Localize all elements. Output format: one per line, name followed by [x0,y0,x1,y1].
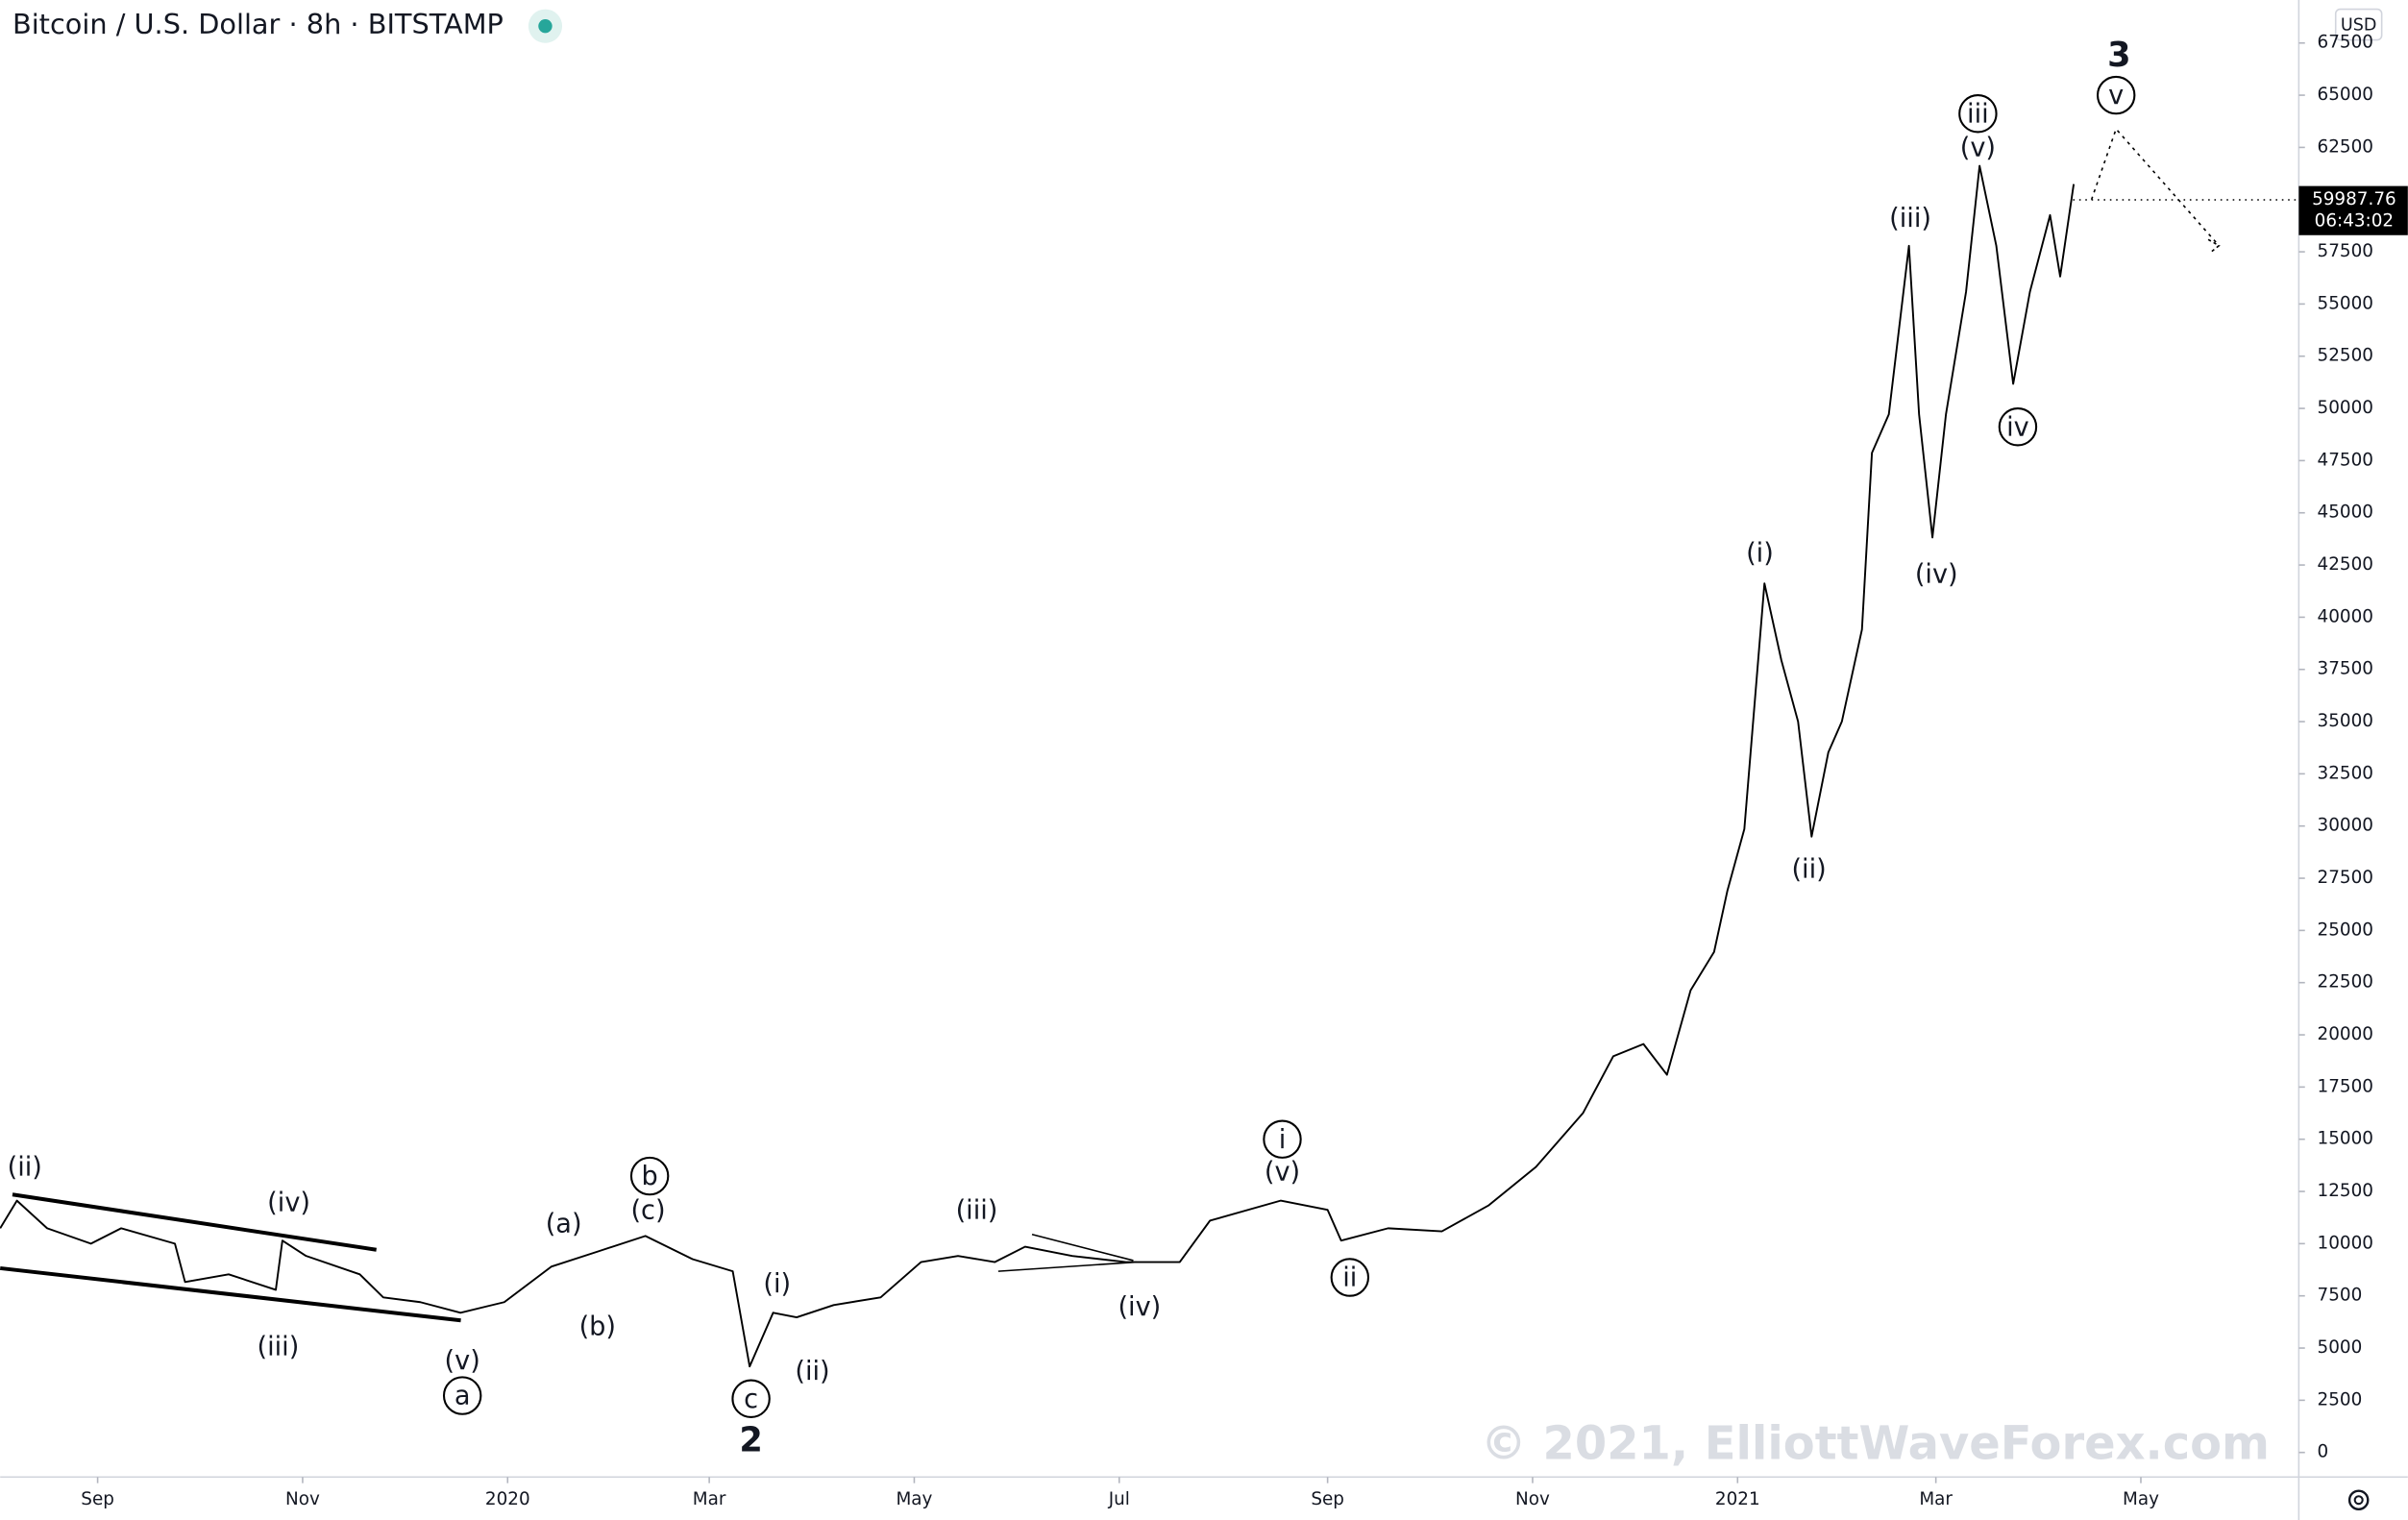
wave-circle [1958,94,1998,134]
wave-circle [731,1379,771,1418]
wave-label: (b) [579,1312,616,1342]
channel-lower [0,1265,461,1323]
wave-label: 3 [2107,36,2130,75]
gear-ring [2347,1489,2370,1511]
y-tick-label: 67500 [2318,33,2373,53]
wave-label: iv [2006,412,2029,442]
y-tick-label: 25000 [2318,919,2373,940]
y-tick-label: 62500 [2318,136,2373,157]
last-price-box [2298,185,2408,235]
x-tick-label: 2021 [1715,1489,1760,1509]
projection [2090,127,2220,247]
y-tick-label: 2500 [2318,1389,2363,1410]
currency-button[interactable] [2334,8,2383,41]
triangle-lower [997,1261,1137,1272]
x-tick-label: Mar [1919,1489,1953,1509]
wave-label: (a) [546,1210,582,1239]
y-tick-label: 32500 [2318,763,2373,783]
y-tick-label: 17500 [2318,1076,2373,1096]
x-tick-label: Sep [81,1489,114,1509]
wave-label: c [744,1385,758,1414]
x-tick-label: Nov [1515,1489,1550,1509]
last-price-label: 59987.76 [2312,189,2396,209]
wave-label: (v) [1960,134,1996,163]
wave-label: iii [1967,99,1989,129]
wave-label: (v) [445,1346,480,1376]
price-line [0,164,2076,1368]
wave-circle [442,1376,482,1415]
y-tick-label: 65000 [2318,85,2373,105]
x-tick-label: May [2123,1489,2159,1509]
wave-label: (i) [1746,538,1774,568]
y-tick-label: 55000 [2318,293,2373,313]
projection-arrow [2207,238,2221,253]
y-tick-label: 0 [2318,1442,2329,1462]
y-tick-label: 27500 [2318,868,2373,888]
wave-label: (iv) [1915,560,1958,590]
y-tick-label: 42500 [2318,554,2373,575]
wave-label: (iii) [956,1195,998,1225]
x-tick-label: Jul [1108,1489,1130,1509]
wave-label: ii [1342,1263,1357,1293]
y-tick-label: 30000 [2318,816,2373,836]
y-tick-label: 45000 [2318,503,2373,523]
wave-label: (v) [1265,1157,1300,1187]
x-tick-label: 2020 [485,1489,530,1509]
wave-label: (iii) [258,1333,300,1362]
y-tick-label: 20000 [2318,1024,2373,1044]
x-tick-label: Sep [1311,1489,1344,1509]
wave-label: (ii) [1791,855,1826,885]
x-tick-label: May [896,1489,932,1509]
wave-label: i [1279,1125,1287,1155]
y-tick-label: 37500 [2318,659,2373,679]
y-tick-label: 22500 [2318,972,2373,993]
y-tick-label: 10000 [2318,1233,2373,1253]
wave-circle [1998,407,2038,447]
wave-label: (iv) [1118,1292,1161,1322]
channel-upper [12,1192,377,1252]
wave-circle [1263,1119,1302,1159]
y-tick-label: 57500 [2318,241,2373,261]
x-tick-label: Nov [285,1489,320,1509]
wave-label: v [2108,81,2124,110]
watermark: © 2021, ElliottWaveForex.com [1481,1417,2270,1470]
wave-circle [629,1156,670,1196]
y-tick-label: 50000 [2318,398,2373,418]
y-tick-label: 7500 [2318,1286,2363,1306]
y-tick-label: 15000 [2318,1129,2373,1149]
y-tick-label: 47500 [2318,450,2373,470]
chart-title: Bitcoin / U.S. Dollar · 8h · BITSTAMP [12,8,504,40]
y-tick-label: 12500 [2318,1181,2373,1201]
currency-label: USD [2341,15,2377,35]
wave-label: a [455,1382,471,1411]
gear-hub [2353,1495,2364,1506]
wave-label: (i) [763,1269,791,1299]
wave-label: (ii) [8,1153,42,1183]
settings-icon[interactable] [2347,1489,2370,1511]
wave-label: (iii) [1889,204,1931,233]
wave-label: (ii) [795,1357,829,1386]
wave-label: (c) [630,1195,665,1225]
wave-label: b [642,1162,658,1191]
y-tick-label: 35000 [2318,711,2373,731]
y-tick-label: 5000 [2318,1337,2363,1358]
triangle-upper [1031,1234,1134,1262]
wave-label: (iv) [267,1188,310,1217]
y-tick-label: 40000 [2318,606,2373,626]
wave-circle [2096,75,2136,115]
wave-circle [1330,1258,1370,1297]
y-tick-label: 52500 [2318,346,2373,366]
countdown-label: 06:43:02 [2315,210,2394,231]
wave-label: 2 [739,1421,762,1460]
x-tick-label: Mar [693,1489,726,1509]
status-dot [538,18,553,34]
